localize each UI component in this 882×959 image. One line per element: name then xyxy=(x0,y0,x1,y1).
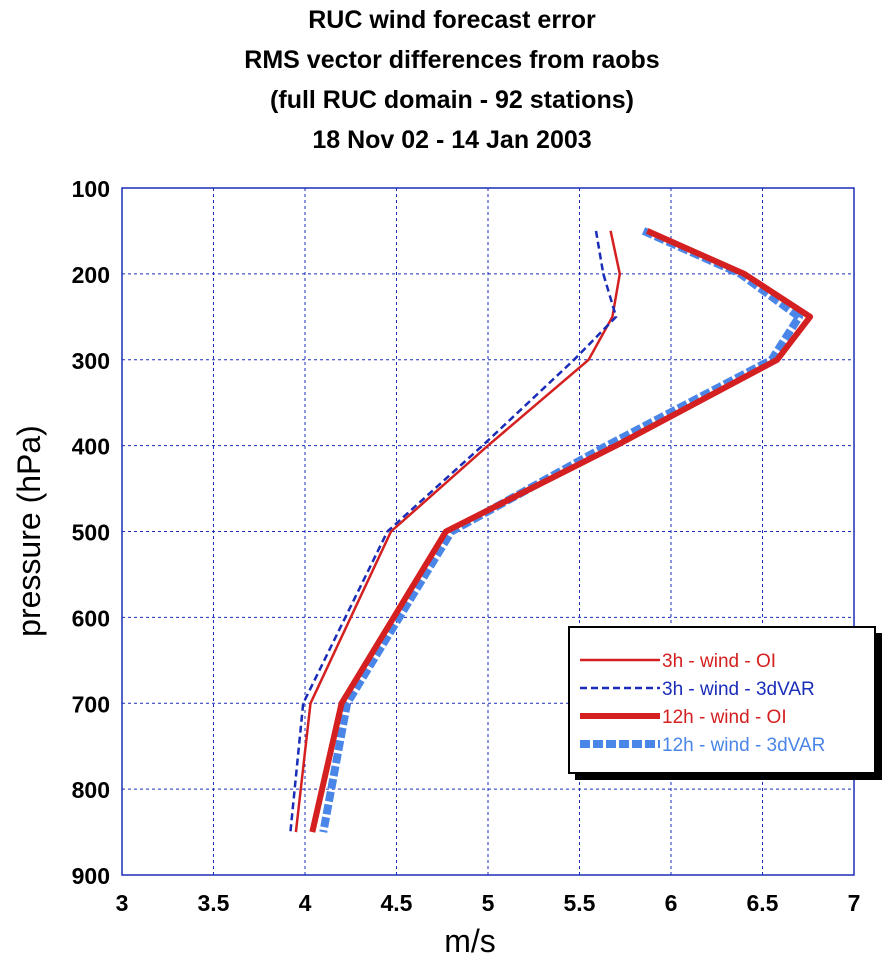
y-tick-label: 500 xyxy=(72,520,110,546)
legend-label-2: 12h - wind - OI xyxy=(662,707,787,728)
series-line-2 xyxy=(309,228,814,833)
series-lines xyxy=(289,227,814,833)
x-tick-label: 5 xyxy=(482,890,495,916)
x-tick-label: 7 xyxy=(848,890,861,916)
chart-title-line-1: RUC wind forecast error xyxy=(308,6,596,34)
legend-label-1: 3h - wind - 3dVAR xyxy=(662,679,815,700)
legend-label-0: 3h - wind - OI xyxy=(662,651,776,672)
legend-items: 3h - wind - OI 3h - wind - 3dVAR 12h - win… xyxy=(580,651,825,756)
chart-title-line-4: 18 Nov 02 - 14 Jan 2003 xyxy=(312,126,591,154)
chart-title-line-2: RMS vector differences from raobs xyxy=(244,46,659,74)
x-tick-label: 6.5 xyxy=(747,890,779,916)
y-tick-label: 600 xyxy=(72,605,110,631)
chart-title-line-3: (full RUC domain - 92 stations) xyxy=(270,86,634,114)
y-tick-label: 400 xyxy=(72,434,110,460)
x-tick-label: 6 xyxy=(665,890,678,916)
y-tick-label: 900 xyxy=(72,863,110,889)
x-tick-label: 4 xyxy=(299,890,312,916)
y-tick-label: 700 xyxy=(72,691,110,717)
legend: 3h - wind - OI 3h - wind - 3dVAR 12h - win… xyxy=(568,626,882,780)
x-tick-label: 3.5 xyxy=(198,890,230,916)
x-axis-label: m/s xyxy=(444,923,496,959)
y-tick-label: 200 xyxy=(72,262,110,288)
y-axis-label: pressure (hPa) xyxy=(11,425,47,637)
series-line-0 xyxy=(294,230,622,833)
x-tick-labels: 3 3.5 4 4.5 5 5.5 6 6.5 7 xyxy=(116,890,861,916)
x-tick-label: 3 xyxy=(116,890,129,916)
series-line-1 xyxy=(289,230,618,833)
y-tick-label: 300 xyxy=(72,348,110,374)
x-tick-label: 5.5 xyxy=(564,890,596,916)
y-tick-labels: 100 200 300 400 500 600 700 800 900 xyxy=(72,176,110,889)
chart-title: RUC wind forecast error RMS vector diffe… xyxy=(244,6,659,154)
y-tick-label: 100 xyxy=(72,176,110,202)
x-tick-label: 4.5 xyxy=(381,890,413,916)
y-tick-label: 800 xyxy=(72,777,110,803)
legend-box xyxy=(568,626,876,774)
legend-label-3: 12h - wind - 3dVAR xyxy=(662,735,825,756)
